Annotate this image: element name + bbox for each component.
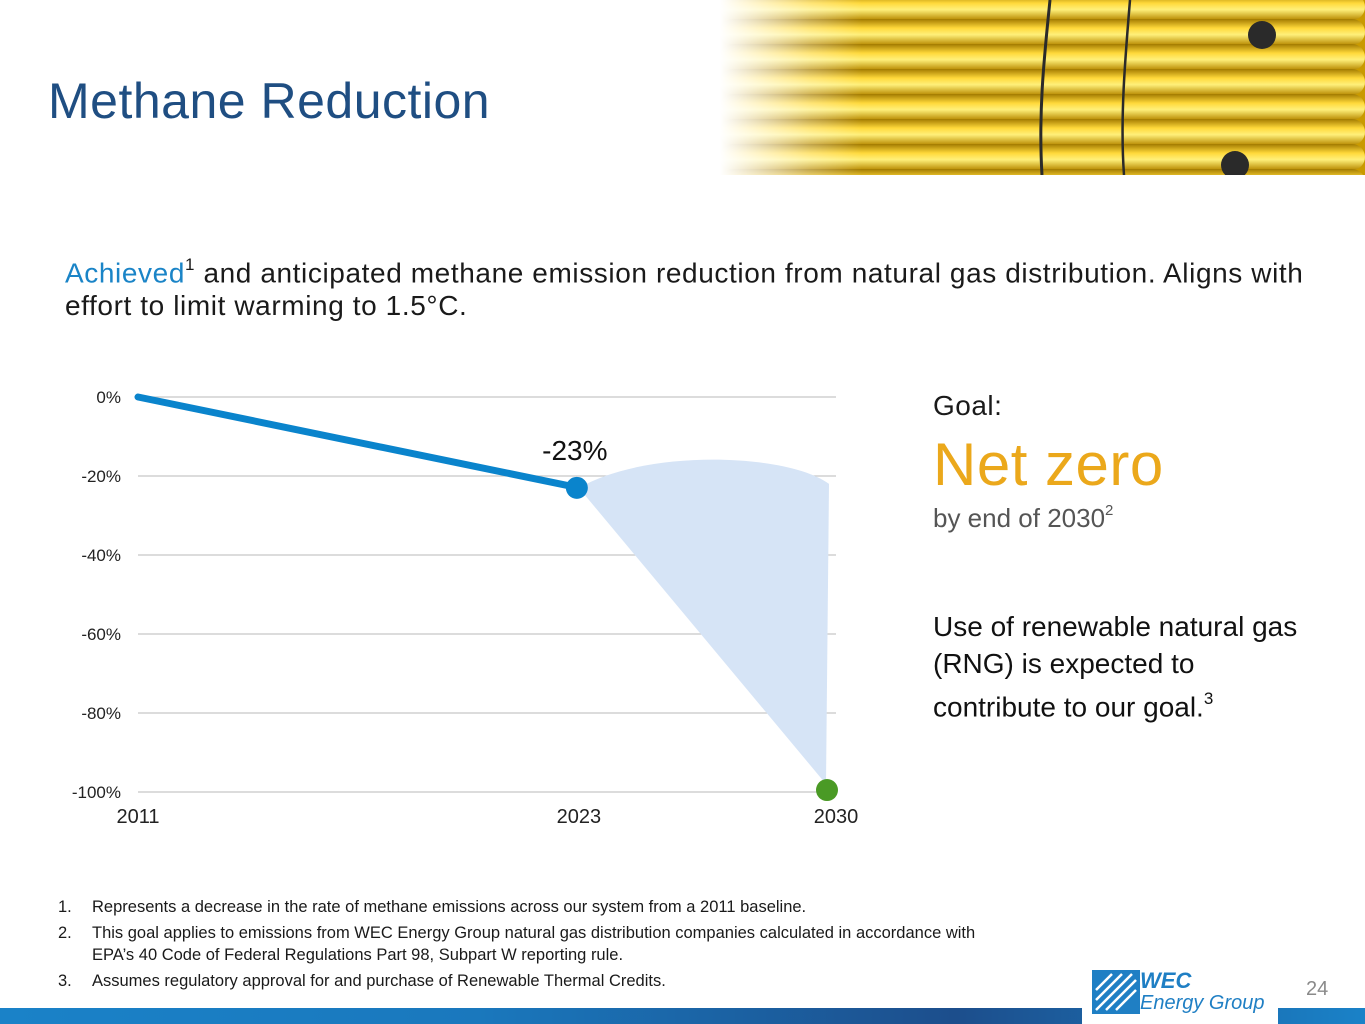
y-tick-label: -20% (81, 467, 121, 486)
achieved-series-line (134, 393, 583, 492)
logo-line-1: WEC (1140, 968, 1192, 993)
footnote-number: 1. (58, 898, 72, 916)
footnote-1: 1. Represents a decrease in the rate of m… (58, 896, 988, 918)
page-title: Methane Reduction (48, 73, 491, 129)
slide-subtitle: Achieved1 and anticipated methane emissi… (65, 250, 1345, 322)
footer-bar (0, 1008, 1365, 1024)
footnote-text: Represents a decrease in the rate of met… (92, 898, 807, 916)
methane-reduction-chart: 0% -20% -40% -60% -80% -100% 2011 2023 2030 -23% (72, 388, 859, 828)
wec-logo-icon (1092, 970, 1140, 1014)
yellow-pipe-photo (720, 0, 1365, 175)
y-tick-label: -40% (81, 546, 121, 565)
goal-deadline: by end of 20302 (933, 502, 1114, 534)
y-tick-label: -60% (81, 625, 121, 644)
footnote-ref-3: 3 (1203, 689, 1214, 708)
y-tick-label: -100% (72, 783, 121, 802)
achieved-data-point (565, 476, 588, 499)
logo-line-2: Energy Group (1140, 992, 1265, 1014)
y-tick-label: -80% (81, 704, 121, 723)
y-tick-label: 0% (96, 388, 121, 407)
footnote-text: Assumes regulatory approval for and purc… (92, 972, 666, 990)
rng-statement: Use of renewable natural gas (RNG) is ex… (933, 608, 1313, 725)
goal-label: Goal: (933, 390, 1003, 421)
goal-deadline-text: by end of 2030 (933, 503, 1106, 533)
goal-value: Net zero (933, 431, 1164, 498)
footnote-number: 2. (58, 924, 72, 942)
goal-data-point (816, 779, 838, 802)
page-number: 24 (1306, 978, 1329, 1000)
footnotes: 1. Represents a decrease in the rate of m… (58, 896, 988, 996)
footnote-3: 3. Assumes regulatory approval for and pu… (58, 970, 988, 992)
footnote-ref-2: 2 (1105, 502, 1114, 520)
rng-text: Use of renewable natural gas (RNG) is ex… (933, 611, 1298, 723)
x-tick-label: 2011 (116, 806, 159, 828)
projection-band (578, 459, 829, 785)
subtitle-text: and anticipated methane emission reducti… (65, 257, 1304, 322)
footnote-text: This goal applies to emissions from WEC … (92, 924, 976, 964)
data-label: -23% (542, 435, 607, 466)
footnote-number: 3. (58, 972, 72, 990)
x-tick-label: 2023 (557, 806, 602, 828)
wec-logo-text: WEC Energy Group (1140, 968, 1265, 1015)
achieved-highlight: Achieved (65, 257, 185, 289)
wec-logo: WEC Energy Group (1082, 962, 1278, 1024)
x-tick-label: 2030 (814, 806, 859, 828)
footnote-ref-1: 1 (185, 255, 196, 274)
footnote-2: 2. This goal applies to emissions from WE… (58, 922, 988, 966)
